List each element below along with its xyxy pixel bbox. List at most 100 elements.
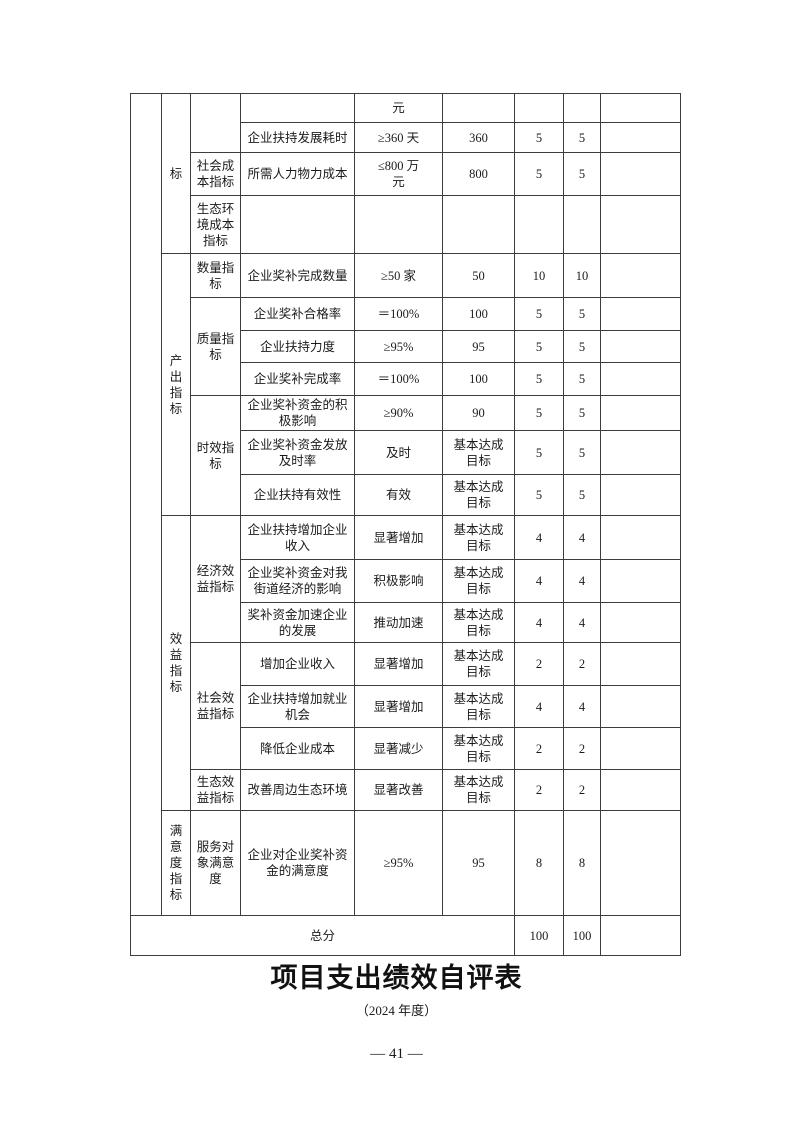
table-row: 企业扶持发展耗时 ≥360 天 360 5 5	[131, 122, 681, 153]
remark-cell	[600, 810, 681, 916]
self-score-cell: 5	[563, 395, 601, 431]
indicator-name-cell: 企业扶持增加企业 收入	[240, 515, 355, 560]
target-cell: 显著增加	[354, 515, 443, 560]
target-cell: ≥50 家	[354, 253, 443, 298]
page-title: 项目支出绩效自评表	[270, 963, 523, 993]
completion-cell: 800	[442, 152, 515, 196]
level2-cell	[190, 93, 241, 153]
indicator-name-cell: 企业奖补资金的积 极影响	[240, 395, 355, 431]
score-cell: 4	[514, 515, 564, 560]
table-row: 企业奖补资金发放 及时率 及时 基本达成 目标 5 5	[131, 430, 681, 475]
remark-cell	[600, 474, 681, 516]
level2-quality-cell: 质量指 标	[190, 297, 241, 396]
table-row: 生态环 境成本 指标	[131, 195, 681, 254]
remark-cell	[600, 330, 681, 363]
remark-cell	[600, 559, 681, 603]
outer-left-cell	[130, 93, 162, 916]
target-cell: 积极影响	[354, 559, 443, 603]
level1-cost-partial-cell: 标	[161, 93, 191, 254]
completion-cell: 基本达成 目标	[442, 474, 515, 516]
completion-cell: 50	[442, 253, 515, 298]
score-cell: 5	[514, 297, 564, 331]
indicator-name-cell: 改善周边生态环境	[240, 769, 355, 811]
score-cell: 5	[514, 430, 564, 475]
self-assessment-table: 标 元 企业扶持发展耗时 ≥360 天 360 5 5 社会成 本指标 所需人力…	[130, 93, 681, 956]
level2-social-cell: 社会效 益指标	[190, 642, 241, 770]
score-cell: 5	[514, 362, 564, 396]
indicator-name-cell: 所需人力物力成本	[240, 152, 355, 196]
remark-cell	[600, 769, 681, 811]
table-row: 时效指 标 企业奖补资金的积 极影响 ≥90% 90 5 5	[131, 395, 681, 516]
score-cell: 4	[514, 685, 564, 728]
remark-cell	[600, 152, 681, 196]
completion-cell: 360	[442, 122, 515, 153]
total-label-cell: 总分	[130, 915, 515, 956]
indicator-name-cell: 企业奖补完成率	[240, 362, 355, 396]
self-score-cell	[563, 93, 601, 123]
target-cell: 显著减少	[354, 727, 443, 770]
completion-cell: 95	[442, 810, 515, 916]
indicator-name-cell: 企业奖补完成数量	[240, 253, 355, 298]
target-cell	[354, 195, 443, 254]
self-score-cell: 5	[563, 152, 601, 196]
score-cell: 5	[514, 330, 564, 363]
completion-cell: 基本达成 目标	[442, 515, 515, 560]
level2-eco-cost-cell: 生态环 境成本 指标	[190, 195, 241, 254]
remark-cell	[600, 195, 681, 254]
remark-cell	[600, 93, 681, 123]
level2-service-cell: 服务对 象满意 度	[190, 810, 241, 916]
completion-cell: 基本达成 目标	[442, 685, 515, 728]
target-cell: 显著增加	[354, 685, 443, 728]
level1-satisfaction-cell: 满 意 度 指 标	[161, 810, 191, 916]
remark-cell	[600, 297, 681, 331]
self-score-cell: 2	[563, 769, 601, 811]
indicator-name-cell: 企业扶持增加就业 机会	[240, 685, 355, 728]
target-cell: 推动加速	[354, 602, 443, 643]
indicator-name-cell: 企业扶持发展耗时	[240, 122, 355, 153]
table-row: 产 出 指 标 数量指 标 企业奖补完成数量 ≥50 家 50 10 10	[131, 253, 681, 516]
indicator-name-cell: 企业奖补资金对我 街道经济的影响	[240, 559, 355, 603]
completion-cell: 90	[442, 395, 515, 431]
table-row: 社会效 益指标 增加企业收入 显著增加 基本达成 目标 2 2	[131, 642, 681, 770]
self-score-cell: 10	[563, 253, 601, 298]
score-cell: 5	[514, 395, 564, 431]
score-cell: 5	[514, 474, 564, 516]
remark-cell	[600, 685, 681, 728]
score-cell: 4	[514, 602, 564, 643]
table-row: 满 意 度 指 标 服务对 象满意 度 企业对企业奖补资 金的满意度 ≥95% …	[131, 810, 681, 916]
page-subtitle: （2024 年度）	[355, 1003, 438, 1018]
total-score-cell: 100	[514, 915, 564, 956]
level1-output-cell: 产 出 指 标	[161, 253, 191, 516]
table-row: 标 元	[130, 93, 681, 916]
target-cell: 及时	[354, 430, 443, 475]
table-row: 企业奖补资金对我 街道经济的影响 积极影响 基本达成 目标 4 4	[131, 559, 681, 603]
target-cell: 元	[354, 93, 443, 123]
self-score-cell: 4	[563, 515, 601, 560]
remark-cell	[600, 727, 681, 770]
table-row: 企业扶持力度 ≥95% 95 5 5	[131, 330, 681, 363]
self-score-cell: 2	[563, 727, 601, 770]
remark-cell	[600, 642, 681, 686]
score-cell: 2	[514, 769, 564, 811]
indicator-name-cell: 企业奖补资金发放 及时率	[240, 430, 355, 475]
self-score-cell: 5	[563, 474, 601, 516]
indicator-name-cell: 增加企业收入	[240, 642, 355, 686]
remark-cell	[600, 253, 681, 298]
self-score-cell: 8	[563, 810, 601, 916]
target-cell: ＝100%	[354, 297, 443, 331]
self-score-cell: 4	[563, 685, 601, 728]
target-cell: ≤800 万 元	[354, 152, 443, 196]
table-row: 生态效 益指标 改善周边生态环境 显著改善 基本达成 目标 2 2	[131, 769, 681, 811]
indicator-name-cell: 企业奖补合格率	[240, 297, 355, 331]
remark-cell	[600, 362, 681, 396]
level2-timeliness-cell: 时效指 标	[190, 395, 241, 516]
indicator-name-cell: 降低企业成本	[240, 727, 355, 770]
self-score-cell: 2	[563, 642, 601, 686]
target-cell: 有效	[354, 474, 443, 516]
indicator-name-cell: 奖补资金加速企业 的发展	[240, 602, 355, 643]
completion-cell: 基本达成 目标	[442, 430, 515, 475]
target-cell: ≥95%	[354, 810, 443, 916]
target-cell: ≥95%	[354, 330, 443, 363]
level2-social-cost-cell: 社会成 本指标	[190, 152, 241, 196]
